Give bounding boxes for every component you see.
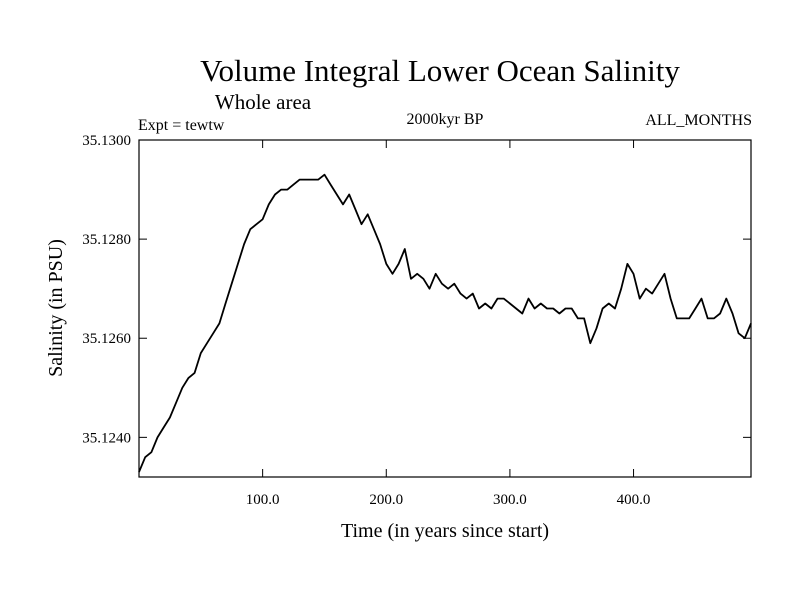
y-tick-label: 35.1260	[82, 331, 131, 347]
y-axis-label: Salinity (in PSU)	[45, 239, 67, 377]
chart-subtitle: Whole area	[215, 90, 312, 114]
series-line-salinity	[138, 173, 752, 473]
period-label: 2000kyr BP	[407, 111, 484, 128]
y-tick-label: 35.1280	[82, 232, 131, 248]
months-label: ALL_MONTHS	[645, 112, 752, 129]
plot-frame	[138, 139, 752, 478]
x-axis: 100.0 200.0 300.0 400.0	[246, 140, 651, 508]
x-tick-label: 200.0	[369, 492, 403, 508]
y-tick-label: 35.1300	[82, 133, 131, 149]
y-tick-label: 35.1240	[82, 430, 131, 446]
y-axis: 35.1240 35.1260 35.1280 35.1300	[82, 133, 751, 446]
x-tick-label: 300.0	[493, 492, 527, 508]
x-tick-label: 100.0	[246, 492, 280, 508]
x-tick-label: 400.0	[617, 492, 651, 508]
chart-title: Volume Integral Lower Ocean Salinity	[200, 53, 680, 88]
x-axis-label: Time (in years since start)	[341, 520, 549, 542]
experiment-label: Expt = tewtw	[138, 117, 225, 134]
